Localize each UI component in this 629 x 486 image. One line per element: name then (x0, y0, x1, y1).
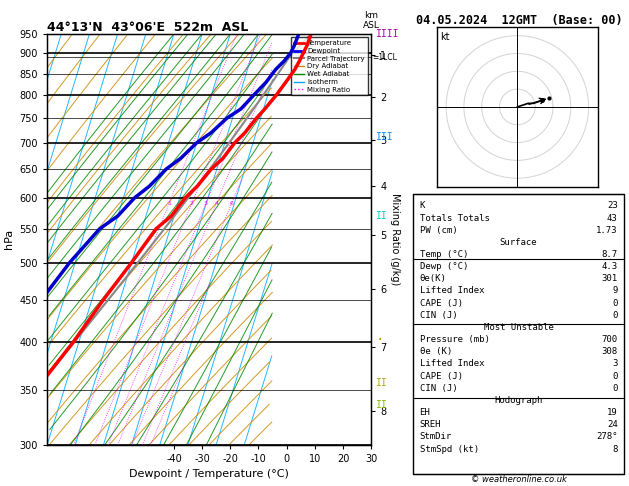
Text: 0: 0 (612, 298, 618, 308)
Y-axis label: hPa: hPa (4, 229, 14, 249)
X-axis label: Dewpoint / Temperature (°C): Dewpoint / Temperature (°C) (129, 469, 289, 479)
Text: CAPE (J): CAPE (J) (420, 372, 462, 381)
Text: 3: 3 (612, 360, 618, 368)
Text: StmSpd (kt): StmSpd (kt) (420, 445, 479, 453)
Text: SREH: SREH (420, 420, 441, 429)
Text: 6: 6 (230, 201, 233, 206)
Text: EH: EH (420, 408, 430, 417)
Text: 4: 4 (214, 201, 218, 206)
Text: II: II (376, 379, 388, 388)
Text: 0: 0 (612, 372, 618, 381)
Text: Totals Totals: Totals Totals (420, 213, 489, 223)
Text: 1: 1 (167, 201, 170, 206)
Text: 44°13'N  43°06'E  522m  ASL: 44°13'N 43°06'E 522m ASL (47, 21, 248, 34)
Text: 1.73: 1.73 (596, 226, 618, 235)
Legend: Temperature, Dewpoint, Parcel Trajectory, Dry Adiabat, Wet Adiabat, Isotherm, Mi: Temperature, Dewpoint, Parcel Trajectory… (291, 37, 367, 95)
Text: 43: 43 (607, 213, 618, 223)
Text: Temp (°C): Temp (°C) (420, 250, 468, 259)
Text: IIII: IIII (376, 29, 399, 39)
Text: θe(K): θe(K) (420, 274, 447, 283)
Text: 278°: 278° (596, 433, 618, 441)
Text: 8.7: 8.7 (601, 250, 618, 259)
Text: 0: 0 (612, 311, 618, 320)
Text: © weatheronline.co.uk: © weatheronline.co.uk (471, 474, 567, 484)
Text: 23: 23 (607, 201, 618, 210)
Text: K: K (420, 201, 425, 210)
Text: =1LCL: =1LCL (372, 53, 397, 62)
Text: StmDir: StmDir (420, 433, 452, 441)
Text: CIN (J): CIN (J) (420, 384, 457, 393)
Text: II: II (376, 211, 388, 221)
Text: 8: 8 (612, 445, 618, 453)
Text: Most Unstable: Most Unstable (484, 323, 554, 332)
Text: Surface: Surface (500, 238, 537, 247)
Text: 4.3: 4.3 (601, 262, 618, 271)
Text: .: . (376, 329, 384, 343)
Text: Dewp (°C): Dewp (°C) (420, 262, 468, 271)
Text: CIN (J): CIN (J) (420, 311, 457, 320)
Text: PW (cm): PW (cm) (420, 226, 457, 235)
Text: 2: 2 (189, 201, 194, 206)
Text: CAPE (J): CAPE (J) (420, 298, 462, 308)
Text: 301: 301 (601, 274, 618, 283)
Text: 700: 700 (601, 335, 618, 344)
Text: Lifted Index: Lifted Index (420, 286, 484, 295)
Text: 9: 9 (612, 286, 618, 295)
Text: θe (K): θe (K) (420, 347, 452, 356)
Text: 19: 19 (607, 408, 618, 417)
Text: 24: 24 (607, 420, 618, 429)
Text: km
ASL: km ASL (363, 11, 379, 30)
Text: II: II (376, 400, 388, 410)
Text: 308: 308 (601, 347, 618, 356)
Text: Hodograph: Hodograph (494, 396, 543, 405)
Text: Pressure (mb): Pressure (mb) (420, 335, 489, 344)
Text: Lifted Index: Lifted Index (420, 360, 484, 368)
Text: 3: 3 (204, 201, 208, 206)
Text: 0: 0 (612, 384, 618, 393)
Text: 04.05.2024  12GMT  (Base: 00): 04.05.2024 12GMT (Base: 00) (416, 14, 623, 27)
Y-axis label: Mixing Ratio (g/kg): Mixing Ratio (g/kg) (390, 193, 400, 285)
Text: III: III (376, 132, 394, 141)
Text: kt: kt (440, 32, 450, 41)
